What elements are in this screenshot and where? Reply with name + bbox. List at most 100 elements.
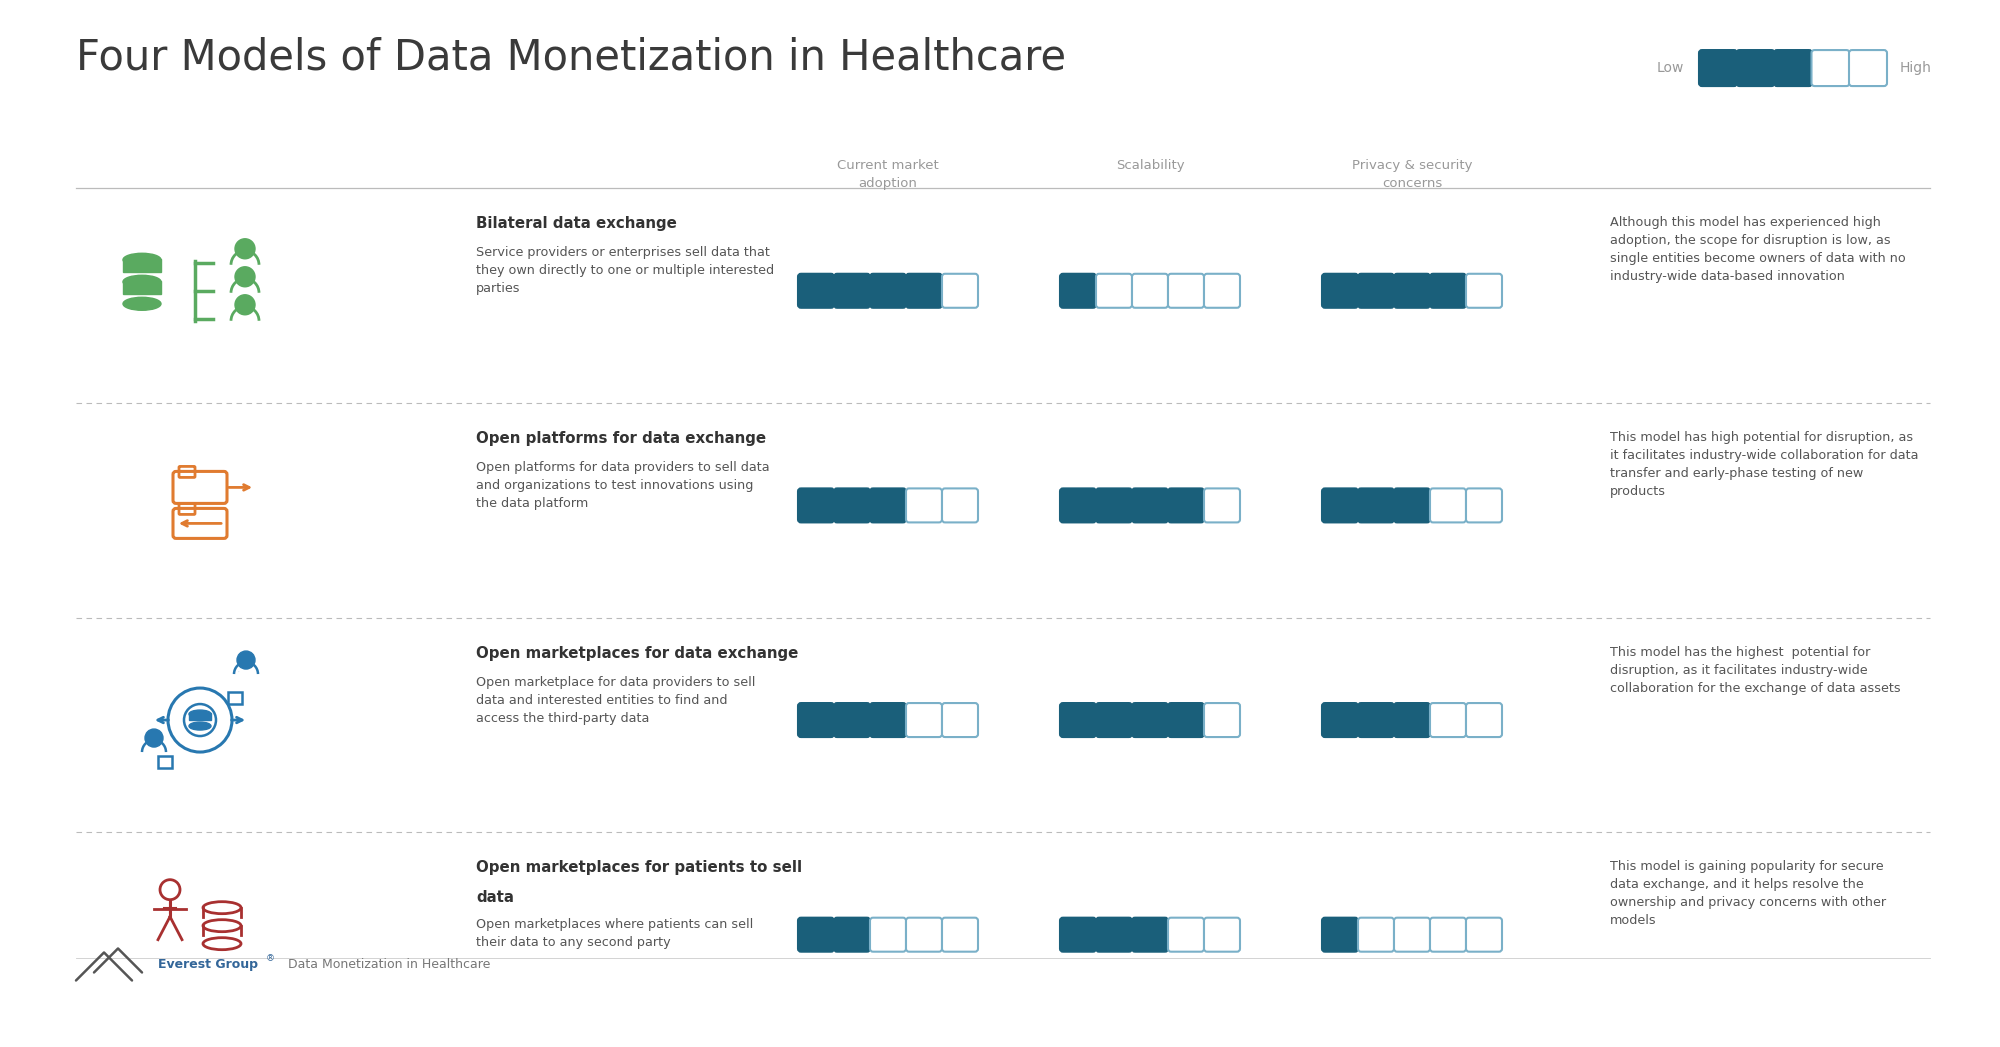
- Circle shape: [144, 729, 164, 748]
- FancyBboxPatch shape: [1848, 50, 1886, 86]
- FancyBboxPatch shape: [1466, 703, 1502, 737]
- FancyBboxPatch shape: [1132, 488, 1168, 522]
- FancyBboxPatch shape: [1358, 917, 1394, 952]
- FancyBboxPatch shape: [1466, 917, 1502, 952]
- Text: Service providers or enterprises sell data that
they own directly to one or mult: Service providers or enterprises sell da…: [476, 246, 774, 295]
- FancyBboxPatch shape: [1168, 488, 1204, 522]
- FancyBboxPatch shape: [1774, 50, 1812, 86]
- FancyBboxPatch shape: [1358, 273, 1394, 308]
- FancyBboxPatch shape: [1322, 273, 1358, 308]
- Text: Open platforms for data providers to sell data
and organizations to test innovat: Open platforms for data providers to sel…: [476, 461, 770, 510]
- FancyBboxPatch shape: [942, 703, 978, 737]
- Text: Bilateral data exchange: Bilateral data exchange: [476, 217, 676, 231]
- Circle shape: [236, 267, 256, 287]
- Text: Low: Low: [1656, 61, 1684, 75]
- Ellipse shape: [188, 710, 212, 718]
- FancyBboxPatch shape: [798, 703, 834, 737]
- FancyBboxPatch shape: [1466, 488, 1502, 522]
- Ellipse shape: [124, 253, 160, 266]
- FancyBboxPatch shape: [1394, 488, 1430, 522]
- FancyBboxPatch shape: [834, 273, 870, 308]
- FancyBboxPatch shape: [1168, 917, 1204, 952]
- Bar: [228, 692, 242, 704]
- FancyBboxPatch shape: [798, 917, 834, 952]
- FancyBboxPatch shape: [1430, 917, 1466, 952]
- FancyBboxPatch shape: [1132, 703, 1168, 737]
- FancyBboxPatch shape: [1132, 273, 1168, 308]
- FancyBboxPatch shape: [1394, 273, 1430, 308]
- FancyBboxPatch shape: [942, 917, 978, 952]
- Ellipse shape: [124, 297, 160, 310]
- Text: Scalability: Scalability: [1116, 159, 1184, 172]
- FancyBboxPatch shape: [906, 273, 942, 308]
- FancyBboxPatch shape: [1466, 273, 1502, 308]
- Text: Open platforms for data exchange: Open platforms for data exchange: [476, 431, 766, 446]
- FancyBboxPatch shape: [870, 917, 906, 952]
- FancyBboxPatch shape: [834, 488, 870, 522]
- FancyBboxPatch shape: [906, 703, 942, 737]
- Text: Open marketplaces for data exchange: Open marketplaces for data exchange: [476, 646, 798, 661]
- FancyBboxPatch shape: [1394, 917, 1430, 952]
- FancyBboxPatch shape: [1812, 50, 1850, 86]
- FancyBboxPatch shape: [1060, 703, 1096, 737]
- Circle shape: [236, 295, 256, 315]
- FancyBboxPatch shape: [1060, 488, 1096, 522]
- FancyBboxPatch shape: [906, 917, 942, 952]
- Ellipse shape: [188, 722, 212, 730]
- FancyBboxPatch shape: [1430, 703, 1466, 737]
- FancyBboxPatch shape: [1358, 488, 1394, 522]
- Text: High: High: [1900, 61, 1932, 75]
- Text: Open marketplace for data providers to sell
data and interested entities to find: Open marketplace for data providers to s…: [476, 675, 756, 725]
- Text: Privacy & security
concerns: Privacy & security concerns: [1352, 159, 1472, 191]
- FancyBboxPatch shape: [1204, 488, 1240, 522]
- FancyBboxPatch shape: [1430, 273, 1466, 308]
- Text: ®: ®: [266, 955, 276, 963]
- FancyBboxPatch shape: [942, 488, 978, 522]
- FancyBboxPatch shape: [1358, 703, 1394, 737]
- FancyBboxPatch shape: [1322, 917, 1358, 952]
- FancyBboxPatch shape: [1204, 273, 1240, 308]
- Bar: [124, 281, 160, 294]
- FancyBboxPatch shape: [942, 273, 978, 308]
- Circle shape: [238, 651, 256, 669]
- Text: This model is gaining popularity for secure
data exchange, and it helps resolve : This model is gaining popularity for sec…: [1610, 861, 1886, 928]
- Text: data: data: [476, 890, 514, 906]
- FancyBboxPatch shape: [834, 917, 870, 952]
- FancyBboxPatch shape: [1168, 703, 1204, 737]
- Text: This model has the highest  potential for
disruption, as it facilitates industry: This model has the highest potential for…: [1610, 646, 1900, 695]
- Circle shape: [236, 239, 256, 259]
- FancyBboxPatch shape: [1430, 488, 1466, 522]
- FancyBboxPatch shape: [798, 488, 834, 522]
- FancyBboxPatch shape: [1394, 703, 1430, 737]
- FancyBboxPatch shape: [1736, 50, 1774, 86]
- FancyBboxPatch shape: [870, 703, 906, 737]
- FancyBboxPatch shape: [1096, 703, 1132, 737]
- FancyBboxPatch shape: [1322, 488, 1358, 522]
- Text: Current market
adoption: Current market adoption: [838, 159, 938, 191]
- FancyBboxPatch shape: [870, 488, 906, 522]
- Text: Data Monetization in Healthcare: Data Monetization in Healthcare: [280, 958, 490, 971]
- FancyBboxPatch shape: [1322, 703, 1358, 737]
- Bar: [188, 713, 212, 720]
- FancyBboxPatch shape: [870, 273, 906, 308]
- FancyBboxPatch shape: [834, 703, 870, 737]
- Text: Open marketplaces for patients to sell: Open marketplaces for patients to sell: [476, 861, 802, 875]
- Text: Although this model has experienced high
adoption, the scope for disruption is l: Although this model has experienced high…: [1610, 217, 1906, 284]
- FancyBboxPatch shape: [1096, 917, 1132, 952]
- FancyBboxPatch shape: [1698, 50, 1736, 86]
- Text: This model has high potential for disruption, as
it facilitates industry-wide co: This model has high potential for disrup…: [1610, 431, 1918, 498]
- FancyBboxPatch shape: [1204, 703, 1240, 737]
- FancyBboxPatch shape: [1096, 273, 1132, 308]
- Bar: [124, 259, 160, 272]
- FancyBboxPatch shape: [1060, 273, 1096, 308]
- FancyBboxPatch shape: [1096, 488, 1132, 522]
- Ellipse shape: [124, 275, 160, 288]
- Text: Four Models of Data Monetization in Healthcare: Four Models of Data Monetization in Heal…: [76, 37, 1066, 79]
- Bar: [158, 756, 172, 768]
- FancyBboxPatch shape: [1132, 917, 1168, 952]
- FancyBboxPatch shape: [906, 488, 942, 522]
- FancyBboxPatch shape: [1204, 917, 1240, 952]
- FancyBboxPatch shape: [1168, 273, 1204, 308]
- FancyBboxPatch shape: [1060, 917, 1096, 952]
- Text: Open marketplaces where patients can sell
their data to any second party: Open marketplaces where patients can sel…: [476, 918, 754, 950]
